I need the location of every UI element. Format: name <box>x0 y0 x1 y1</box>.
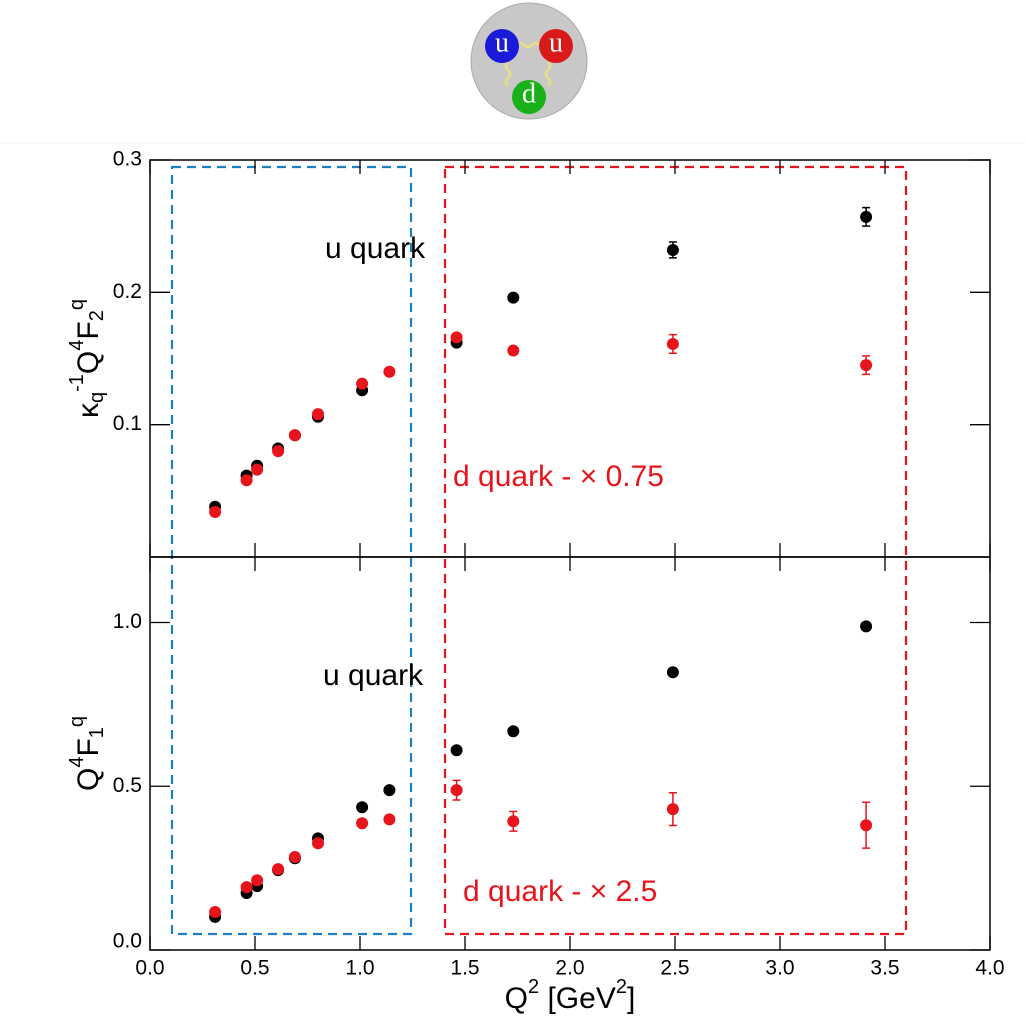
label-part: q <box>66 299 88 310</box>
data-point <box>356 817 369 830</box>
data-point <box>312 408 324 421</box>
data-point <box>356 801 369 814</box>
data-point <box>383 365 396 378</box>
series-label: d quark - × 0.75 <box>453 460 664 493</box>
x-tick-label: 3.0 <box>765 957 794 980</box>
y-axis-label: κq-1Q4F2q <box>66 299 108 418</box>
label-part: -1 <box>66 374 88 392</box>
data-point <box>383 784 396 797</box>
data-point <box>272 445 285 458</box>
logo-label: d <box>522 78 536 109</box>
y-tick-label: 0.1 <box>113 412 142 435</box>
data-point <box>860 210 873 223</box>
label-part: F <box>72 738 105 756</box>
label-part: q <box>66 716 88 727</box>
x-tick-label: 0.5 <box>240 957 269 980</box>
logo-label: u <box>495 27 509 58</box>
data-point <box>860 620 873 633</box>
data-point <box>507 344 520 357</box>
data-point <box>288 850 301 863</box>
y-tick-label: 0.5 <box>113 774 142 797</box>
highlight-box <box>170 165 413 936</box>
data-point <box>272 863 285 876</box>
y-tick-label: 0.2 <box>113 280 142 303</box>
data-point <box>312 837 324 850</box>
x-tick-label: 1.0 <box>345 957 374 980</box>
logo-label: u <box>549 27 563 58</box>
data-point <box>356 377 369 390</box>
label-part: q <box>86 392 108 403</box>
x-tick-label: 2.0 <box>555 957 584 980</box>
data-point <box>251 874 264 887</box>
x-tick-label: 2.5 <box>660 957 689 980</box>
label-part: [GeV <box>539 982 616 1015</box>
data-point <box>666 666 679 679</box>
data-point <box>450 784 463 797</box>
x-tick-label: 0.0 <box>135 957 164 980</box>
data-point <box>383 813 396 826</box>
logo-quark <box>512 80 546 114</box>
data-point <box>240 881 253 894</box>
series-label: u quark <box>323 659 424 692</box>
label-part: Q <box>505 982 528 1015</box>
y-tick-label: 0.3 <box>113 148 142 171</box>
series-label: u quark <box>325 232 426 265</box>
x-tick-label: 1.5 <box>450 957 479 980</box>
label-part: 2 <box>616 976 627 998</box>
data-point <box>666 803 679 816</box>
label-part: 1 <box>86 727 108 738</box>
label-part: κ <box>72 402 105 418</box>
data-point <box>450 331 463 344</box>
y-tick-label: 0.0 <box>113 930 142 953</box>
x-tick-label: 3.5 <box>870 957 899 980</box>
data-point <box>860 819 873 832</box>
x-tick-label: 4.0 <box>975 957 1004 980</box>
x-axis-label: Q2 [GeV2] <box>505 976 636 1015</box>
data-point <box>450 744 463 757</box>
label-part: ] <box>627 982 635 1015</box>
logo-quark <box>485 29 519 63</box>
label-part: 2 <box>528 976 539 998</box>
label-part: 4 <box>66 757 88 768</box>
y-tick-label: 1.0 <box>113 610 142 633</box>
label-part: Q <box>72 768 105 791</box>
data-point <box>240 474 253 487</box>
data-point <box>860 359 873 372</box>
y-axis-label: Q4F1q <box>66 716 108 791</box>
data-point <box>507 725 520 738</box>
data-point <box>288 429 301 442</box>
data-point <box>507 815 520 828</box>
logo: u u d <box>470 2 588 120</box>
logo-quark <box>539 29 573 63</box>
data-point <box>666 337 679 350</box>
series-label: d quark - × 2.5 <box>463 875 657 908</box>
label-part: F <box>72 321 105 339</box>
label-part: Q <box>72 351 105 374</box>
label-part: 2 <box>86 310 108 321</box>
data-point <box>209 906 222 919</box>
data-point <box>666 243 679 256</box>
label-part: 4 <box>66 340 88 351</box>
data-point <box>251 463 264 476</box>
data-point <box>209 506 222 519</box>
data-point <box>507 291 520 304</box>
